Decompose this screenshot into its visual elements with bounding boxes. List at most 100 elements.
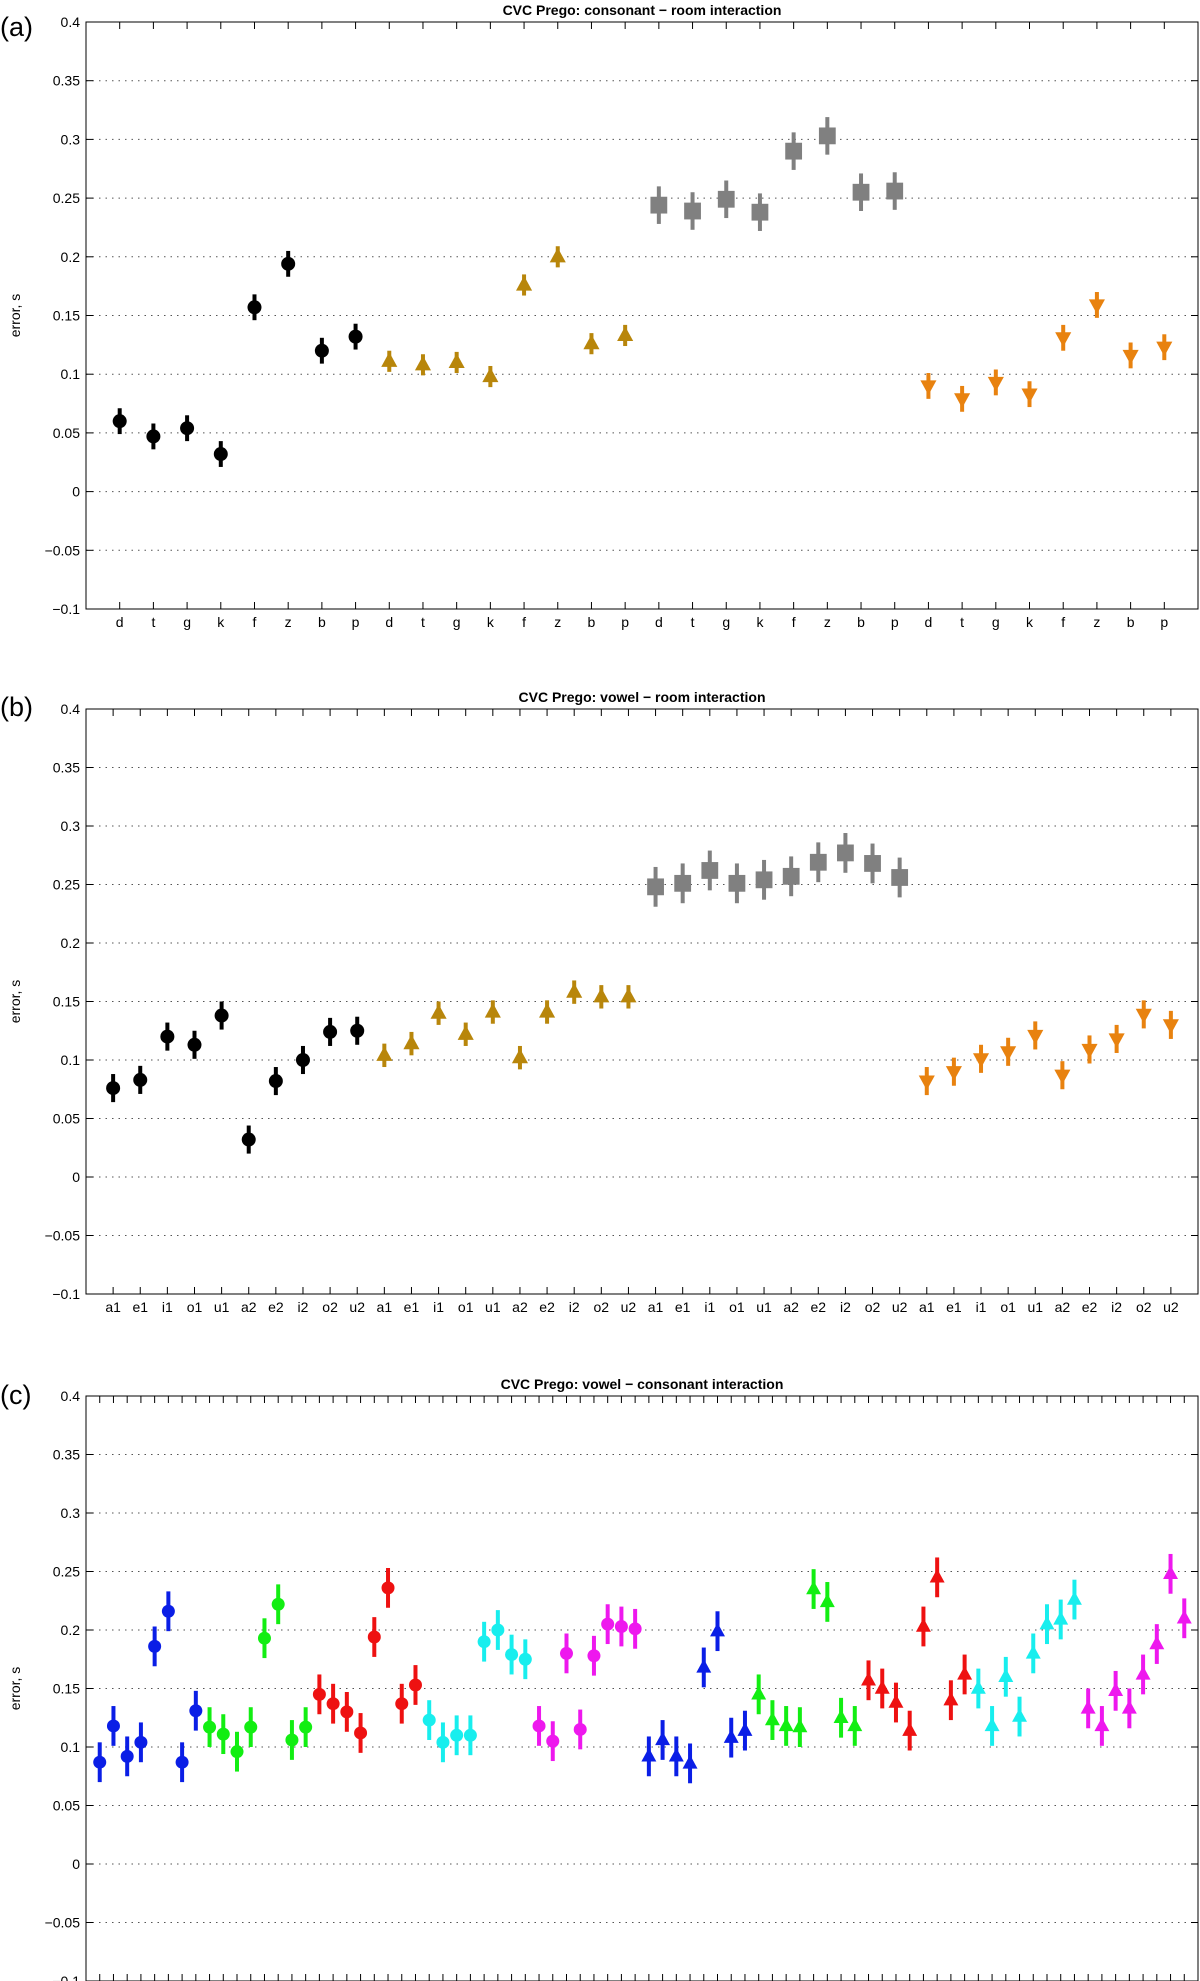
x-tick-label: u1	[485, 1299, 501, 1315]
x-tick-label: e2	[811, 1299, 827, 1315]
data-point	[891, 869, 909, 886]
data-series	[376, 980, 637, 1070]
data-point	[682, 1754, 698, 1769]
data-point	[532, 1719, 546, 1733]
y-tick-label: −0.1	[52, 601, 80, 617]
data-point	[323, 1024, 338, 1039]
y-tick-label: 0.25	[53, 1564, 80, 1580]
data-point	[106, 1719, 120, 1733]
data-point	[180, 421, 195, 436]
data-point	[861, 1671, 876, 1686]
data-point	[987, 376, 1004, 392]
data-series	[381, 246, 634, 388]
data-point	[436, 1735, 450, 1749]
data-point	[312, 1687, 326, 1701]
data-point	[751, 203, 769, 221]
data-point	[809, 853, 827, 871]
x-tick-label: d	[925, 614, 933, 630]
data-point	[295, 1053, 310, 1067]
x-tick-label: b	[588, 614, 596, 630]
x-tick-label: u1	[214, 1299, 230, 1315]
data-point	[1176, 1609, 1192, 1624]
data-point	[970, 1680, 986, 1694]
data-point	[717, 190, 735, 208]
data-point	[819, 1593, 835, 1608]
data-point	[650, 196, 668, 214]
x-tick-label: d	[116, 614, 124, 630]
y-tick-label: 0.3	[61, 1505, 81, 1521]
data-point	[482, 367, 499, 383]
data-series	[970, 1579, 1082, 1746]
y-tick-label: −0.05	[45, 542, 81, 558]
data-point	[628, 1622, 642, 1636]
x-tick-label: b	[318, 614, 326, 630]
x-tick-label: e2	[1082, 1299, 1098, 1315]
data-point	[1135, 1666, 1151, 1680]
data-point	[367, 1630, 381, 1644]
x-tick-label: a2	[241, 1299, 257, 1315]
data-point	[943, 1691, 959, 1706]
data-point	[1053, 1611, 1069, 1625]
data-point	[751, 1685, 767, 1700]
y-tick-label: 0.2	[61, 1622, 81, 1638]
data-point	[93, 1755, 107, 1769]
data-series	[751, 1569, 863, 1747]
data-point	[668, 1747, 684, 1762]
data-point	[187, 1037, 202, 1052]
x-tick-label: i1	[433, 1299, 444, 1315]
x-tick-label: i1	[704, 1299, 715, 1315]
data-series	[1080, 1553, 1192, 1746]
data-series	[422, 1610, 532, 1763]
x-tick-label: t	[960, 614, 964, 630]
data-point	[1108, 1033, 1125, 1049]
y-tick-label: 0	[72, 1856, 80, 1872]
y-tick-label: 0.4	[61, 14, 81, 30]
y-tick-label: −0.1	[52, 1973, 80, 1981]
x-tick-label: u2	[621, 1299, 637, 1315]
data-point	[350, 1023, 365, 1038]
x-tick-label: o1	[1000, 1299, 1016, 1315]
x-tick-label: a1	[648, 1299, 664, 1315]
data-point	[326, 1697, 340, 1711]
data-point	[354, 1726, 368, 1740]
data-series	[861, 1557, 973, 1751]
data-point	[175, 1755, 189, 1769]
data-point	[755, 871, 773, 889]
x-tick-label: i1	[976, 1299, 987, 1315]
data-point	[587, 1649, 601, 1663]
data-series	[918, 1000, 1179, 1096]
data-point	[395, 1697, 409, 1711]
data-point	[1108, 1682, 1124, 1697]
data-point	[448, 353, 465, 369]
data-point	[957, 1666, 973, 1680]
x-tick-label: g	[453, 614, 461, 630]
x-tick-label: e2	[539, 1299, 555, 1315]
data-point	[414, 355, 432, 371]
data-point	[1163, 1565, 1179, 1580]
x-tick-label: u1	[756, 1299, 772, 1315]
y-axis-label: error, s	[7, 980, 23, 1024]
data-point	[257, 1631, 271, 1645]
data-point	[1000, 1046, 1017, 1061]
x-tick-label: a2	[512, 1299, 528, 1315]
data-series	[532, 1604, 642, 1762]
y-tick-label: 0.15	[53, 994, 80, 1010]
data-point	[647, 878, 664, 896]
y-tick-label: 0.3	[61, 131, 81, 147]
x-tick-label: o1	[458, 1299, 474, 1315]
x-tick-label: d	[655, 614, 663, 630]
x-tick-label: e1	[946, 1299, 962, 1315]
y-tick-label: 0.25	[53, 877, 80, 893]
data-point	[620, 987, 637, 1003]
data-point	[1135, 1008, 1152, 1024]
data-point	[1088, 299, 1105, 315]
data-point	[1027, 1029, 1044, 1045]
data-point	[299, 1720, 313, 1734]
x-tick-label: i2	[1111, 1299, 1122, 1315]
data-point	[601, 1617, 615, 1631]
data-point	[408, 1678, 422, 1692]
data-point	[546, 1734, 560, 1748]
x-tick-label: u2	[1163, 1299, 1179, 1315]
x-tick-label: a1	[105, 1299, 121, 1315]
data-point	[268, 1074, 283, 1089]
